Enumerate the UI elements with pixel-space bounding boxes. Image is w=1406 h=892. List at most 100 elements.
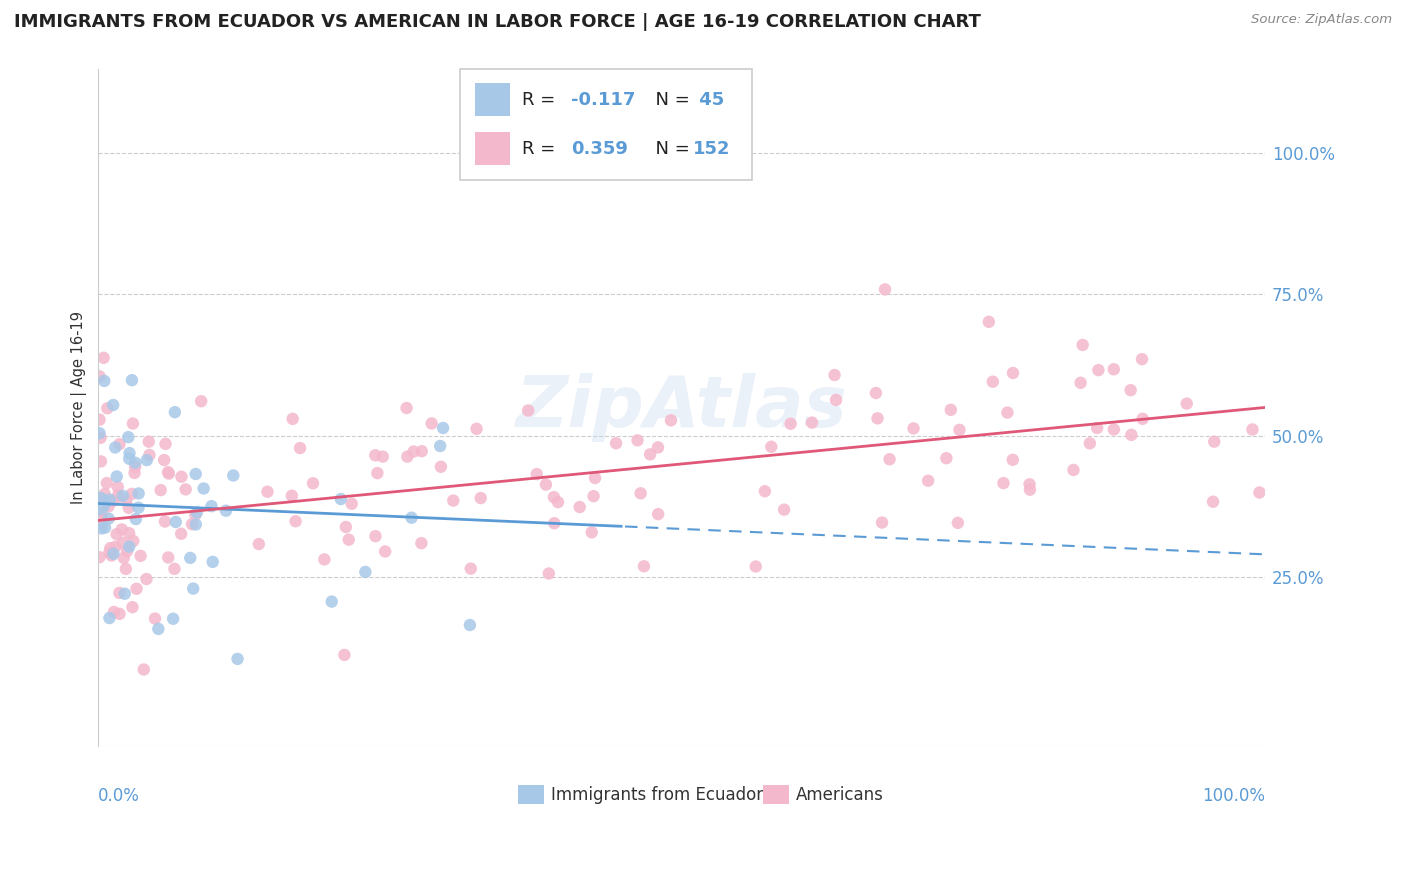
Point (115, 544, 138, 558)
Point (184, 467, 207, 481)
Point (93, 351, 115, 365)
Point (163, 562, 186, 576)
Point (129, 549, 152, 563)
FancyBboxPatch shape (475, 84, 510, 116)
Point (366, 466, 388, 480)
Point (96, 476, 118, 491)
Point (174, 483, 197, 497)
Point (215, 504, 238, 518)
Point (89, 413, 111, 427)
Point (1121, 428, 1143, 442)
Point (801, 416, 824, 430)
Point (1119, 383, 1142, 397)
Point (98, 541, 121, 556)
Point (112, 551, 135, 566)
Point (226, 652, 249, 666)
Point (1175, 396, 1198, 410)
Point (143, 611, 166, 625)
Point (89, 426, 111, 441)
Point (157, 550, 180, 565)
Point (90, 454, 112, 468)
Point (170, 526, 193, 541)
Point (626, 434, 648, 448)
Point (162, 612, 184, 626)
Point (411, 444, 433, 458)
Point (630, 486, 652, 500)
Point (1249, 485, 1271, 500)
Point (335, 520, 357, 534)
Point (97, 511, 120, 525)
Point (1130, 352, 1153, 367)
Point (779, 417, 801, 431)
Point (281, 489, 304, 503)
Point (256, 484, 278, 499)
Point (761, 440, 783, 454)
Point (534, 477, 557, 491)
Point (122, 417, 145, 431)
Point (118, 500, 141, 515)
Point (124, 456, 146, 470)
Point (1070, 376, 1092, 390)
Point (153, 515, 176, 529)
Point (149, 483, 172, 497)
Point (153, 453, 176, 467)
Point (825, 392, 848, 407)
Point (155, 437, 177, 451)
Point (111, 489, 134, 503)
Point (948, 423, 970, 437)
Point (96, 401, 118, 416)
Point (517, 403, 540, 417)
Point (1001, 453, 1024, 467)
Point (647, 507, 669, 521)
Point (581, 525, 603, 540)
Point (1062, 463, 1084, 477)
Point (1019, 483, 1042, 497)
Point (340, 497, 363, 511)
Point (526, 467, 548, 481)
Point (374, 544, 396, 558)
Y-axis label: In Labor Force | Age 16-19: In Labor Force | Age 16-19 (72, 311, 87, 504)
Point (104, 540, 127, 554)
Point (125, 512, 148, 526)
FancyBboxPatch shape (519, 785, 544, 804)
Point (402, 444, 425, 458)
Text: 100.0%: 100.0% (1202, 787, 1265, 805)
Point (659, 413, 682, 427)
Point (115, 493, 138, 508)
Point (547, 495, 569, 509)
FancyBboxPatch shape (763, 785, 789, 804)
Point (108, 607, 131, 621)
Point (754, 484, 776, 499)
Point (105, 469, 128, 483)
Point (98, 611, 121, 625)
Point (543, 516, 565, 531)
Point (333, 648, 356, 662)
Point (100, 549, 122, 563)
Text: ZipAtlas: ZipAtlas (516, 373, 848, 442)
Point (89, 369, 111, 384)
FancyBboxPatch shape (475, 132, 510, 165)
Point (101, 398, 124, 412)
Text: Source: ZipAtlas.com: Source: ZipAtlas.com (1251, 13, 1392, 27)
Point (401, 510, 423, 524)
Point (186, 505, 208, 519)
Point (135, 572, 157, 586)
Point (91, 515, 114, 529)
Point (1132, 411, 1154, 425)
Point (165, 515, 187, 529)
Point (432, 421, 454, 435)
Point (132, 663, 155, 677)
Point (184, 508, 207, 522)
Point (201, 555, 224, 569)
Point (90, 491, 112, 506)
Point (89, 550, 111, 565)
Point (1102, 362, 1125, 376)
Point (98, 546, 121, 560)
Point (94, 521, 117, 535)
Point (105, 527, 128, 541)
Point (582, 489, 605, 503)
Point (103, 547, 125, 561)
Point (124, 466, 146, 480)
Point (121, 373, 143, 387)
Point (1071, 338, 1094, 352)
